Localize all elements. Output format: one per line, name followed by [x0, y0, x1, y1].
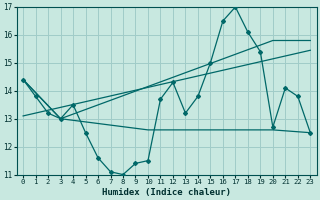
X-axis label: Humidex (Indice chaleur): Humidex (Indice chaleur)	[102, 188, 231, 197]
